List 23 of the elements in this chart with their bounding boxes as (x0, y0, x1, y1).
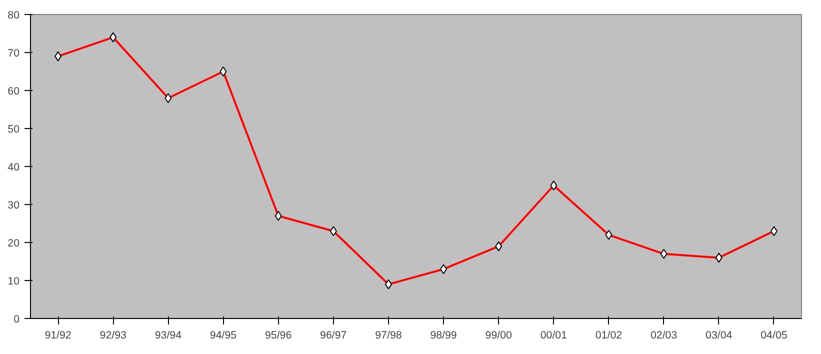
y-tick-label: 70 (8, 48, 20, 60)
y-tick-label: 30 (8, 200, 20, 212)
y-tick-label: 50 (8, 124, 20, 136)
x-tick-label: 00/01 (540, 330, 568, 342)
x-tick-label: 97/98 (375, 330, 402, 342)
y-tick-label: 20 (8, 238, 20, 250)
y-tick-label: 40 (8, 162, 20, 174)
x-tick-label: 03/04 (706, 330, 732, 342)
x-tick-label: 99/00 (485, 330, 512, 342)
x-tick-label: 98/99 (430, 330, 457, 342)
x-tick-label: 93/94 (154, 330, 182, 342)
x-tick-label: 95/96 (264, 330, 292, 342)
x-tick-label: 92/93 (100, 330, 127, 342)
x-tick-label: 94/95 (210, 330, 237, 342)
y-tick-label: 0 (14, 314, 20, 326)
x-tick-label: 91/92 (44, 330, 72, 342)
y-tick-label: 80 (8, 10, 20, 22)
y-tick-label: 10 (8, 276, 20, 288)
x-tick-label: 02/03 (650, 330, 678, 342)
y-tick-label: 60 (8, 86, 20, 98)
x-tick-label: 96/97 (320, 330, 347, 342)
x-tick-label: 01/02 (595, 330, 622, 342)
x-tick-label: 04/05 (760, 330, 788, 342)
